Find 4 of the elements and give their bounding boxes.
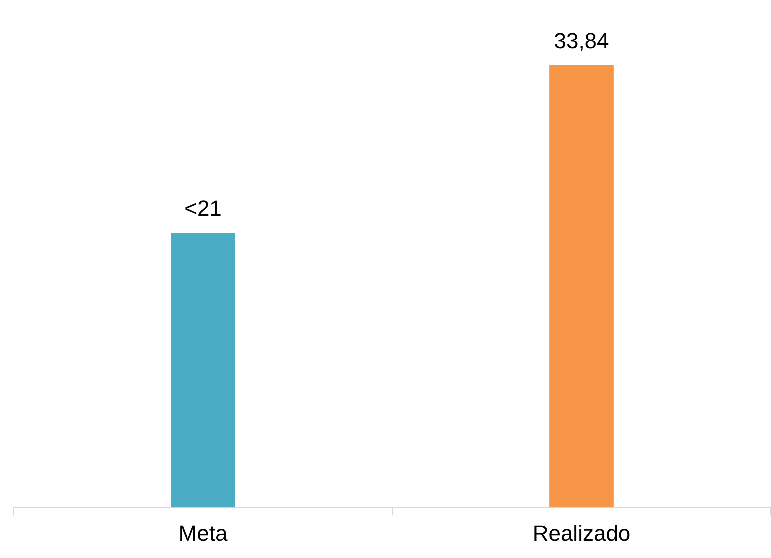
data-label: 33,84	[554, 28, 610, 54]
x-tick-label: Realizado	[532, 520, 631, 546]
data-label: <21	[184, 196, 222, 222]
x-tick-label: Meta	[178, 520, 228, 546]
